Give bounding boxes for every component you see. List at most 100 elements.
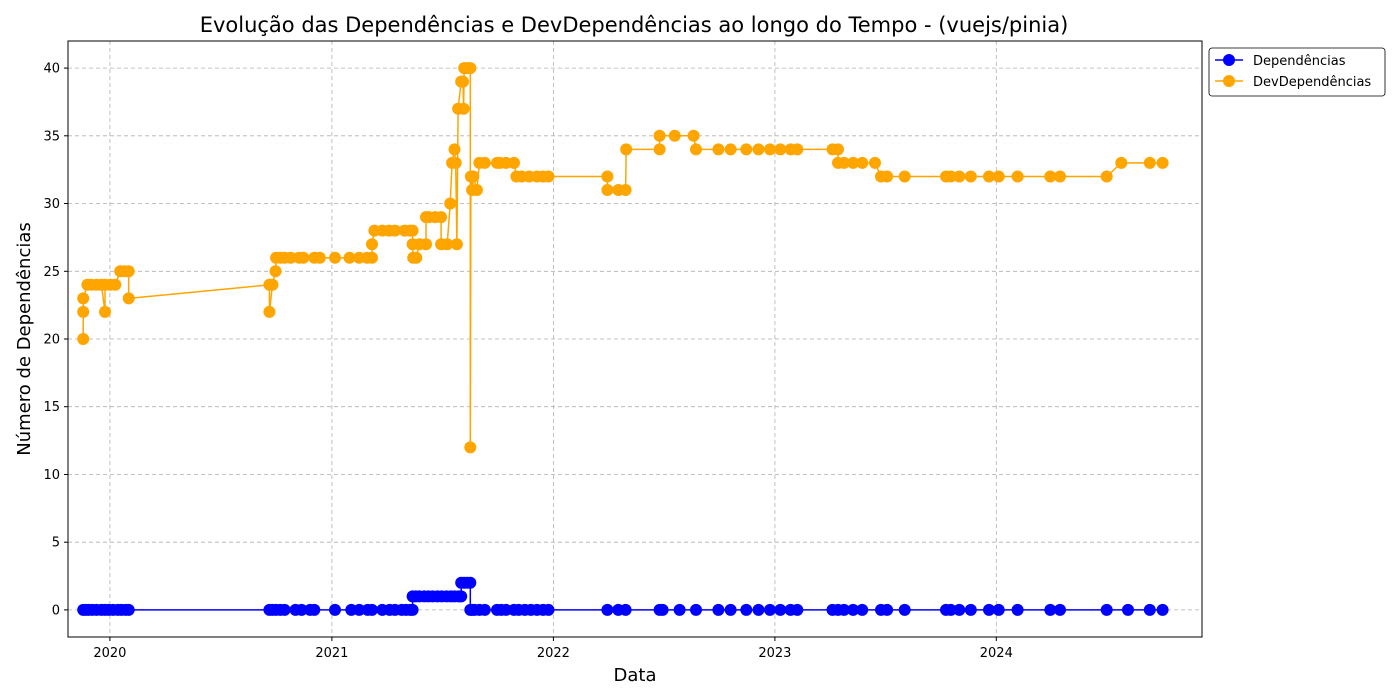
data-point-devdependencias <box>1156 156 1169 169</box>
data-point-dependencias <box>1156 603 1169 616</box>
data-point-devdependencias <box>774 143 787 156</box>
data-point-devdependencias <box>457 102 470 115</box>
data-point-devdependencias <box>668 129 681 142</box>
data-point-devdependencias <box>444 197 457 210</box>
data-point-dependencias <box>898 603 911 616</box>
data-point-devdependencias <box>620 143 633 156</box>
data-point-dependencias <box>329 603 341 616</box>
data-point-dependencias <box>881 603 894 616</box>
data-point-dependencias <box>295 603 308 616</box>
data-point-devdependencias <box>712 143 725 156</box>
data-point-dependencias <box>1143 603 1156 616</box>
data-point-dependencias <box>690 603 702 616</box>
data-point-devdependencias <box>847 156 860 169</box>
y-tick-label: 10 <box>43 468 60 483</box>
data-point-devdependencias <box>1100 170 1113 183</box>
data-point-devdependencias <box>297 251 310 264</box>
data-point-dependencias <box>542 603 555 616</box>
data-point-devdependencias <box>313 251 326 264</box>
data-point-devdependencias <box>687 129 700 142</box>
y-tick-label: 35 <box>43 129 60 144</box>
data-point-dependencias <box>712 603 725 616</box>
x-tick-label: 2024 <box>980 646 1013 661</box>
axes-ticks: 0 5 10 15 20 25 30 35 40 2020 2021 2022 2023 2024 <box>43 62 1012 661</box>
legend-marker-dependencias <box>1223 54 1235 66</box>
y-tick-label: 20 <box>43 333 60 348</box>
data-point-devdependencias <box>764 143 776 156</box>
data-point-devdependencias <box>508 156 520 169</box>
data-point-devdependencias <box>77 305 90 318</box>
data-point-devdependencias <box>269 265 282 278</box>
data-point-dependencias <box>764 603 776 616</box>
data-point-devdependencias <box>464 62 477 75</box>
data-point-devdependencias <box>856 156 869 169</box>
data-point-dependencias <box>724 603 737 616</box>
legend: Dependências DevDependências <box>1208 47 1386 97</box>
data-point-devdependencias <box>1011 170 1024 183</box>
x-axis-label: Data <box>614 665 657 686</box>
legend-label-devdependencias: DevDependências <box>1253 75 1371 90</box>
data-point-dependencias <box>464 576 477 589</box>
data-point-devdependencias <box>406 224 419 237</box>
data-point-devdependencias <box>740 143 753 156</box>
data-point-dependencias <box>774 603 787 616</box>
data-point-devdependencias <box>869 156 881 169</box>
legend-box <box>1208 47 1386 97</box>
series-line-devdependencias <box>82 67 1163 449</box>
x-tick-label: 2022 <box>537 646 570 661</box>
data-point-dependencias <box>791 603 804 616</box>
data-point-devdependencias <box>263 305 276 318</box>
data-point-devdependencias <box>420 238 432 251</box>
data-point-devdependencias <box>449 156 462 169</box>
y-tick-label: 0 <box>52 603 60 618</box>
data-point-devdependencias <box>881 170 894 183</box>
data-point-dependencias <box>455 590 468 603</box>
data-point-devdependencias <box>410 251 423 264</box>
data-point-devdependencias <box>983 170 995 183</box>
data-point-dependencias <box>856 603 869 616</box>
data-point-devdependencias <box>838 156 850 169</box>
y-tick-label: 25 <box>43 265 60 280</box>
data-point-devdependencias <box>467 170 480 183</box>
y-tick-label: 40 <box>43 62 60 77</box>
data-point-dependencias <box>983 603 995 616</box>
data-point-devdependencias <box>964 170 977 183</box>
data-point-devdependencias <box>1054 170 1066 183</box>
data-point-devdependencias <box>457 75 469 88</box>
data-point-dependencias <box>752 603 765 616</box>
x-tick-label: 2020 <box>93 646 126 661</box>
data-point-devdependencias <box>266 278 279 291</box>
data-point-devdependencias <box>542 170 555 183</box>
data-point-devdependencias <box>724 143 737 156</box>
data-point-devdependencias <box>992 170 1005 183</box>
data-point-dependencias <box>656 603 669 616</box>
data-point-dependencias <box>1044 603 1057 616</box>
data-point-dependencias <box>601 603 614 616</box>
data-point-dependencias <box>308 603 321 616</box>
data-point-dependencias <box>478 603 491 616</box>
data-point-dependencias <box>122 603 135 616</box>
data-point-devdependencias <box>343 251 356 264</box>
data-point-devdependencias <box>791 143 804 156</box>
data-point-devdependencias <box>1115 156 1128 169</box>
data-point-devdependencias <box>653 143 666 156</box>
data-point-dependencias <box>964 603 977 616</box>
data-point-devdependencias <box>478 156 491 169</box>
data-point-devdependencias <box>944 170 957 183</box>
y-tick-label: 30 <box>43 197 60 212</box>
data-point-devdependencias <box>435 211 448 224</box>
data-point-devdependencias <box>122 265 135 278</box>
data-point-devdependencias <box>441 238 454 251</box>
grid <box>68 41 1202 637</box>
data-point-devdependencias <box>752 143 765 156</box>
y-axis-label: Número de Dependências <box>14 222 35 456</box>
data-point-dependencias <box>992 603 1005 616</box>
data-point-devdependencias <box>109 278 122 291</box>
data-point-devdependencias <box>601 184 614 196</box>
chart-title: Evolução das Dependências e DevDependênc… <box>200 13 1069 37</box>
data-point-dependencias <box>1054 603 1066 616</box>
data-point-devdependencias <box>1044 170 1057 183</box>
data-point-dependencias <box>1100 603 1113 616</box>
data-point-devdependencias <box>329 251 341 264</box>
